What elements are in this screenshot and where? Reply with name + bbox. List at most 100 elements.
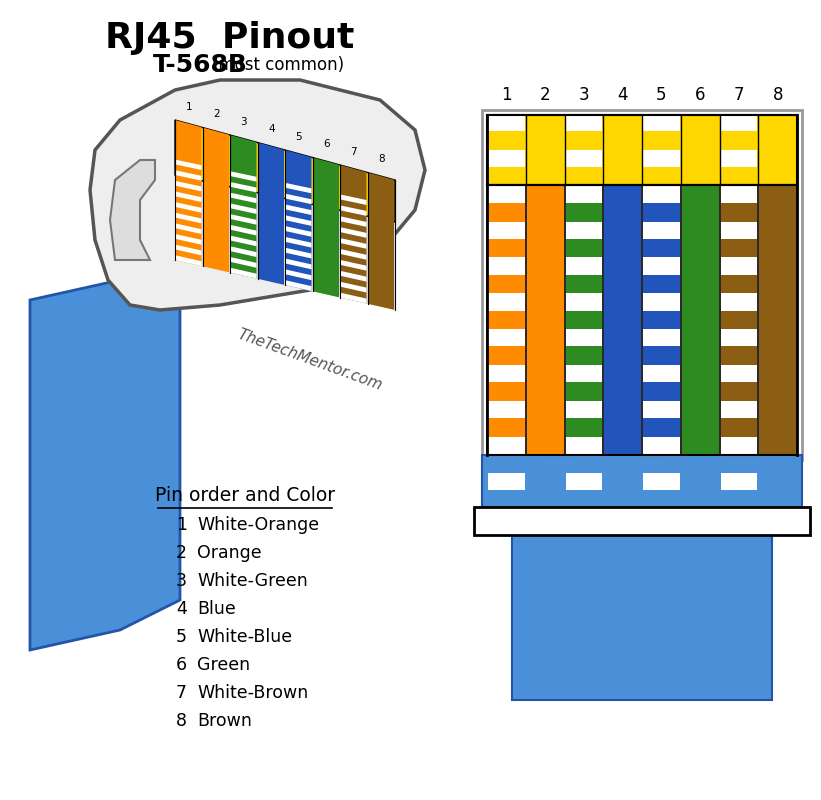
Bar	[721, 473, 757, 490]
Polygon shape	[204, 128, 229, 272]
Polygon shape	[286, 270, 311, 280]
Polygon shape	[176, 202, 201, 213]
Bar	[527, 185, 563, 454]
Polygon shape	[341, 206, 366, 216]
Text: White-Blue: White-Blue	[197, 628, 292, 646]
Polygon shape	[341, 293, 366, 303]
Polygon shape	[286, 215, 311, 226]
Text: White-Brown: White-Brown	[197, 684, 308, 702]
Bar	[721, 401, 757, 418]
Bar	[566, 185, 603, 454]
Bar	[721, 185, 757, 454]
Bar	[488, 222, 525, 238]
Bar	[488, 294, 525, 310]
Text: Green: Green	[197, 656, 250, 674]
Polygon shape	[341, 217, 366, 227]
Bar	[566, 222, 603, 238]
Polygon shape	[176, 223, 201, 234]
Bar	[604, 185, 641, 454]
Bar	[643, 473, 680, 490]
Text: 2: 2	[540, 86, 550, 104]
Polygon shape	[176, 192, 201, 202]
Text: RJ45  Pinout: RJ45 Pinout	[105, 21, 355, 55]
Polygon shape	[176, 160, 201, 170]
Text: 7: 7	[734, 86, 744, 104]
Bar	[566, 78, 603, 95]
Polygon shape	[286, 237, 311, 247]
Polygon shape	[231, 135, 256, 278]
Text: 4: 4	[268, 124, 274, 134]
Text: 5: 5	[656, 86, 667, 104]
Bar	[488, 78, 525, 95]
Bar	[721, 258, 757, 274]
Polygon shape	[90, 80, 425, 310]
Polygon shape	[176, 234, 201, 245]
Bar	[566, 150, 603, 167]
Bar	[482, 110, 802, 460]
Bar	[721, 114, 757, 131]
Polygon shape	[341, 238, 366, 249]
Polygon shape	[30, 260, 180, 650]
Polygon shape	[175, 120, 395, 310]
Polygon shape	[231, 225, 256, 235]
Text: 8: 8	[176, 712, 187, 730]
Bar	[488, 365, 525, 382]
Polygon shape	[341, 282, 366, 293]
Polygon shape	[231, 236, 256, 246]
Bar	[643, 185, 680, 454]
Bar	[643, 258, 680, 274]
Bar	[681, 185, 718, 454]
Polygon shape	[286, 226, 311, 237]
Bar	[488, 185, 525, 454]
Polygon shape	[110, 160, 155, 260]
Bar	[721, 186, 757, 203]
Polygon shape	[286, 183, 311, 194]
Bar	[643, 222, 680, 238]
Bar	[488, 329, 525, 346]
Bar	[487, 115, 797, 185]
Polygon shape	[369, 173, 394, 310]
Text: Pin order and Color: Pin order and Color	[155, 486, 335, 505]
Text: Brown: Brown	[197, 712, 252, 730]
Polygon shape	[231, 214, 256, 225]
Bar	[566, 437, 603, 454]
Polygon shape	[341, 166, 366, 303]
Bar	[566, 329, 603, 346]
Polygon shape	[286, 280, 311, 291]
Text: 3: 3	[241, 117, 247, 126]
Bar	[721, 329, 757, 346]
Bar	[488, 509, 525, 526]
Bar	[759, 185, 796, 454]
Bar	[643, 401, 680, 418]
Polygon shape	[231, 182, 256, 193]
Bar	[721, 78, 757, 95]
Bar	[643, 365, 680, 382]
Bar	[721, 222, 757, 238]
Polygon shape	[176, 120, 201, 266]
Bar	[566, 42, 603, 59]
Bar	[721, 509, 757, 526]
Polygon shape	[176, 181, 201, 191]
Bar	[643, 150, 680, 167]
Text: 8: 8	[773, 86, 783, 104]
Bar	[643, 329, 680, 346]
Bar	[721, 437, 757, 454]
Text: 7: 7	[351, 146, 357, 157]
Text: 4: 4	[177, 600, 187, 618]
Text: 3: 3	[579, 86, 589, 104]
Text: T-568B: T-568B	[153, 53, 247, 77]
Text: White-Green: White-Green	[197, 572, 308, 590]
Polygon shape	[231, 171, 256, 182]
Bar	[643, 437, 680, 454]
Text: TheTechMentor.com: TheTechMentor.com	[236, 326, 384, 394]
Polygon shape	[231, 246, 256, 257]
Text: 6: 6	[695, 86, 705, 104]
Bar	[488, 258, 525, 274]
Text: 4: 4	[617, 86, 628, 104]
Bar	[488, 186, 525, 203]
Text: 7: 7	[176, 684, 187, 702]
Polygon shape	[341, 271, 366, 282]
Text: Blue: Blue	[197, 600, 236, 618]
Bar	[643, 114, 680, 131]
Polygon shape	[341, 194, 366, 205]
